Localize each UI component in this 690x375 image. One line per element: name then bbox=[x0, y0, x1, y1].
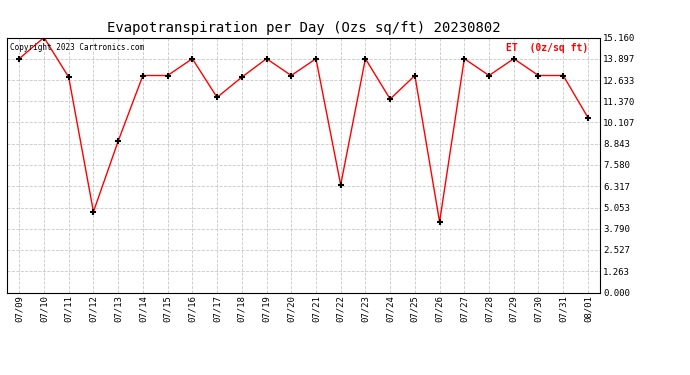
Text: Copyright 2023 Cartronics.com: Copyright 2023 Cartronics.com bbox=[10, 43, 144, 52]
Text: ET  (0z/sq ft): ET (0z/sq ft) bbox=[506, 43, 589, 52]
Title: Evapotranspiration per Day (Ozs sq/ft) 20230802: Evapotranspiration per Day (Ozs sq/ft) 2… bbox=[107, 21, 500, 35]
